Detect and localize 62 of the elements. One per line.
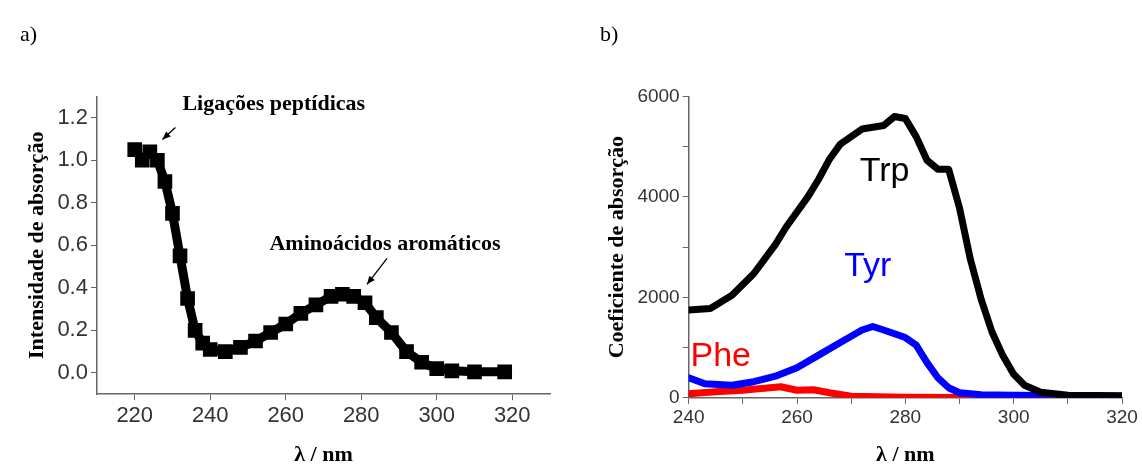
y-tick-label: 0.8 — [57, 188, 88, 214]
point — [165, 206, 180, 221]
point — [384, 325, 399, 340]
point — [195, 335, 211, 351]
y-tick-label: 0.6 — [57, 231, 88, 257]
point — [497, 364, 513, 380]
point — [248, 333, 263, 349]
point — [150, 152, 165, 168]
annotation: Ligações peptídicas — [182, 90, 366, 116]
annotation: Aminoácidos aromáticos — [269, 230, 502, 256]
point — [202, 342, 218, 357]
point — [323, 289, 339, 304]
y-tick-label: 0.0 — [57, 358, 88, 384]
x-tick-label: 260 — [781, 406, 813, 428]
x-tick-label: 300 — [418, 402, 456, 428]
x-tick-label: 320 — [493, 402, 531, 428]
point — [293, 306, 309, 321]
x-axis-title: λ / nm — [876, 441, 935, 467]
y-axis-title: Intensidade de absorção — [22, 131, 48, 359]
point — [308, 297, 324, 313]
point — [172, 248, 188, 264]
point — [142, 144, 158, 160]
y-tick-label: 0.2 — [57, 316, 88, 342]
series-label: Tyr — [844, 244, 892, 283]
chart-title: a) — [20, 20, 38, 46]
point — [233, 340, 248, 355]
point — [335, 286, 350, 302]
x-tick-label: 300 — [997, 406, 1030, 428]
y-tick-label: 0 — [669, 386, 680, 408]
point — [187, 323, 203, 338]
x-tick-label: 280 — [889, 406, 922, 428]
point — [414, 354, 429, 370]
point — [127, 142, 143, 157]
point — [467, 364, 482, 380]
x-axis-title: λ / nm — [294, 441, 353, 467]
point — [357, 295, 373, 311]
point — [444, 363, 460, 379]
x-tick-label: 260 — [267, 402, 305, 428]
point — [369, 310, 384, 325]
y-tick-label: 1.0 — [57, 146, 88, 172]
point — [278, 316, 294, 332]
chart-title: b) — [600, 20, 619, 46]
point — [157, 174, 173, 189]
point — [399, 344, 414, 359]
point — [429, 361, 445, 376]
x-tick-label: 240 — [672, 406, 705, 428]
series-label: Trp — [859, 149, 910, 188]
y-tick-label: 2000 — [637, 285, 680, 307]
x-tick-label: 280 — [342, 402, 380, 428]
y-tick-label: 1.2 — [57, 103, 88, 129]
x-tick-label: 320 — [1106, 406, 1138, 428]
point — [346, 289, 362, 304]
y-tick-label: 6000 — [637, 84, 680, 106]
y-axis-title: Coeficiente de absorção — [602, 135, 628, 359]
x-tick-label: 240 — [191, 402, 229, 428]
series-label: Phe — [690, 335, 751, 374]
y-tick-label: 4000 — [637, 185, 680, 207]
point — [180, 291, 195, 306]
point — [218, 344, 233, 359]
y-tick-label: 0.4 — [57, 273, 88, 299]
point — [263, 325, 278, 340]
x-tick-label: 220 — [116, 402, 154, 428]
